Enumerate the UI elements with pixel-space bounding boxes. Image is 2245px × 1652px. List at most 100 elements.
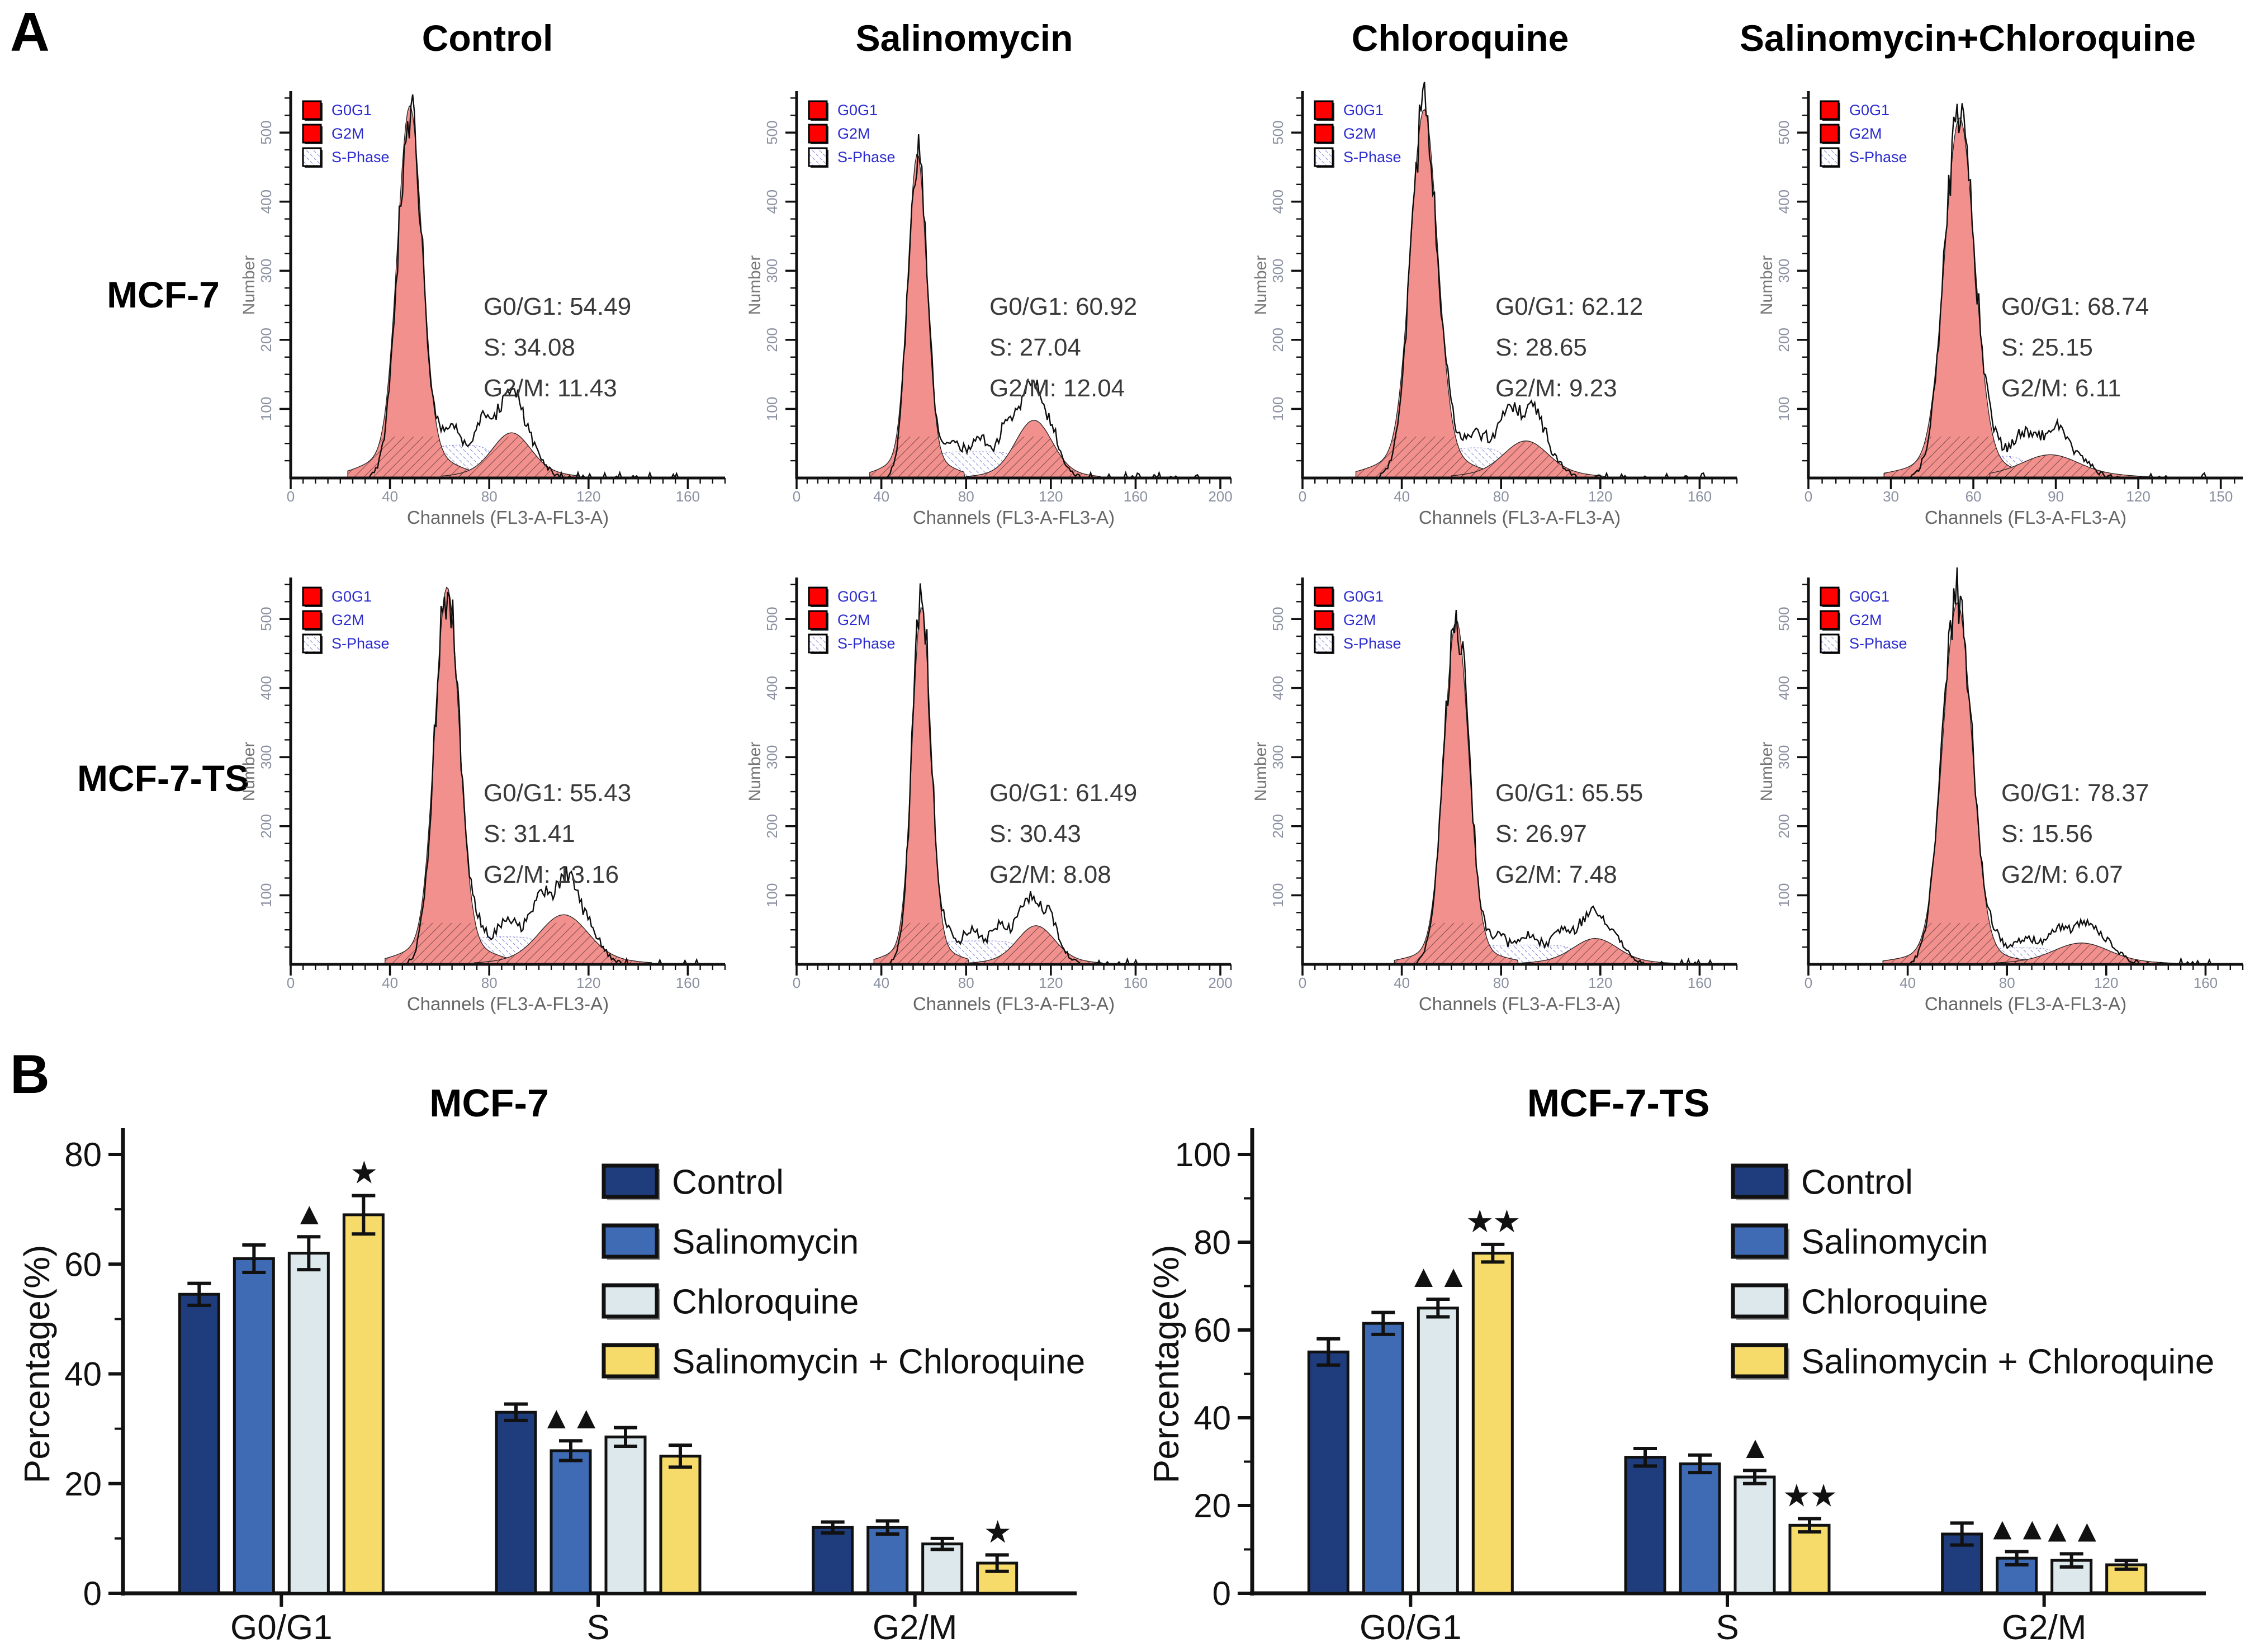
x-tick-label: 30 [1883,488,1899,505]
legend-swatch-icon [601,1343,659,1379]
x-tick-label: 120 [1588,488,1612,505]
x-tick-label: 160 [1124,488,1148,505]
flow-histogram-MCF-7-Salinomycin: 100 200 300 400 500 0 40 80 120 160 200 Channels (F… [746,91,1233,528]
legend-swatch-icon [601,1163,659,1199]
hist-legend-label: G0G1 [331,102,372,119]
col-header-control: Control [421,17,553,59]
flow-histogram-MCF-7-TS-Control: 100 200 300 400 500 0 40 80 120 160 Channels (FL3-… [240,578,726,1014]
hist-legend-label: S-Phase [1343,149,1401,165]
legend-swatch-icon [1731,1163,1788,1199]
y-tick-label: 100 [764,397,780,421]
x-tick-label: 80 [958,974,974,991]
phase-percentage-G0/G1: G0/G1: 78.37 [2001,779,2149,807]
y-tick-label: 80 [64,1136,102,1173]
x-axis-label: Channels (FL3-A-FL3-A) [407,507,609,528]
col-header-salinomycin-chloroquine: Salinomycin+Chloroquine [1740,17,2196,59]
x-axis-label: Channels (FL3-A-FL3-A) [407,993,609,1014]
y-tick-label: 60 [64,1246,102,1283]
x-tick-label: 40 [1394,488,1410,505]
hist-legend-label: G0G1 [1343,102,1384,119]
red-swatch-icon [808,100,828,120]
y-tick-label: 500 [764,120,780,144]
bar-MCF-7-TS-S-Control [1624,1456,1666,1595]
hist-legend-label: S-Phase [837,149,896,165]
significance-marker: ▲ [294,1196,324,1231]
y-tick-label: 500 [258,120,274,144]
x-tick-label: 40 [873,974,889,991]
bar-chart-MCF-7-TS: MCF-7-TS020406080100Percentage(%)G0/G1▲▲… [1152,1081,2214,1647]
col-header-chloroquine: Chloroquine [1351,17,1569,59]
bar-MCF-7-G0/G1-Salinomycin [233,1257,275,1595]
y-tick-label: 300 [764,745,780,769]
phase-percentage-S: S: 30.43 [989,820,1081,848]
y-tick-label: 100 [1175,1136,1231,1173]
y-tick-label: 80 [1193,1224,1231,1261]
legend-label: Salinomycin + Chloroquine [672,1343,1085,1381]
x-tick-label: 80 [958,488,974,505]
phase-percentage-G0/G1: G0/G1: 68.74 [2001,293,2149,320]
phase-percentage-G0/G1: G0/G1: 62.12 [1495,293,1643,320]
y-tick-label: 100 [258,397,274,421]
legend-swatch-icon [1731,1283,1788,1319]
red-swatch-icon [1820,100,1840,120]
category-label: G0/G1 [1360,1608,1462,1647]
hist-legend-label: G2M [1849,612,1882,628]
hist-legend-label: S-Phase [1849,149,1907,165]
x-tick-label: 0 [1804,974,1812,991]
y-tick-label: 100 [764,883,780,907]
y-tick-label: 300 [1775,259,1792,283]
y-tick-label: 200 [764,328,780,352]
y-axis-label: Number [1252,255,1270,315]
phase-percentage-S: S: 26.97 [1495,820,1587,848]
x-tick-label: 160 [1688,488,1712,505]
red-swatch-icon [302,610,322,630]
hist-legend-label: S-Phase [331,635,390,652]
x-tick-label: 120 [576,488,600,505]
significance-marker: ▲ [1740,1429,1769,1465]
y-axis-label: Number [746,742,764,802]
legend-label: Control [1801,1163,1913,1202]
bar-MCF-7-TS-S-Chloroquine [1734,1475,1776,1595]
y-tick-label: 200 [258,814,274,838]
y-tick-label: 200 [1270,814,1286,838]
hist-legend-label: S-Phase [331,149,390,165]
x-tick-label: 40 [382,488,398,505]
red-swatch-icon [1314,124,1334,144]
x-tick-label: 40 [382,974,398,991]
x-axis-label: Channels (FL3-A-FL3-A) [1419,507,1621,528]
phase-percentage-G2/M: G2/M: 9.23 [1495,375,1617,402]
legend-label: Chloroquine [672,1283,859,1322]
y-axis-label: Number [1758,255,1776,315]
x-tick-label: 160 [2194,974,2218,991]
flow-histogram-MCF-7-TS-Chloroquine: 100 200 300 400 500 0 40 80 120 160 Channels (FL3-… [1252,578,1738,1014]
y-tick-label: 400 [258,676,274,700]
y-tick-label: 300 [1270,259,1286,283]
significance-marker: ▲▲ [2042,1513,2101,1548]
hist-legend-label: G2M [1343,612,1376,628]
hist-legend-label: S-Phase [1343,635,1401,652]
red-swatch-icon [808,124,828,144]
y-tick-label: 300 [1270,745,1286,769]
significance-marker: ▲▲ [541,1400,601,1435]
red-swatch-icon [302,586,322,607]
x-axis-label: Channels (FL3-A-FL3-A) [913,507,1115,528]
x-tick-label: 80 [481,488,498,505]
legend-swatch-icon [1731,1223,1788,1259]
red-swatch-icon [1820,124,1840,144]
y-tick-label: 500 [1775,120,1792,144]
phase-percentage-G0/G1: G0/G1: 55.43 [484,779,631,807]
x-tick-label: 200 [1208,974,1232,991]
y-tick-label: 300 [1775,745,1792,769]
y-tick-label: 20 [64,1465,102,1503]
phase-percentage-G0/G1: G0/G1: 65.55 [1495,779,1643,807]
bar-MCF-7-G0/G1-Salinomycin + Chloroquine [342,1213,385,1595]
x-tick-label: 0 [1299,488,1306,505]
y-axis-label: Number [1758,742,1776,802]
x-tick-label: 0 [287,974,295,991]
x-tick-label: 80 [1493,488,1509,505]
bar-MCF-7-S-Control [495,1410,537,1595]
y-tick-label: 400 [764,190,780,214]
flow-histogram-MCF-7-Salinomycin+Chloroquine: 100 200 300 400 500 0 30 60 90 120 150 Channels (FL… [1758,91,2243,528]
hist-legend-label: G2M [1849,125,1882,142]
bar-MCF-7-G2/M-Chloroquine [921,1542,964,1595]
